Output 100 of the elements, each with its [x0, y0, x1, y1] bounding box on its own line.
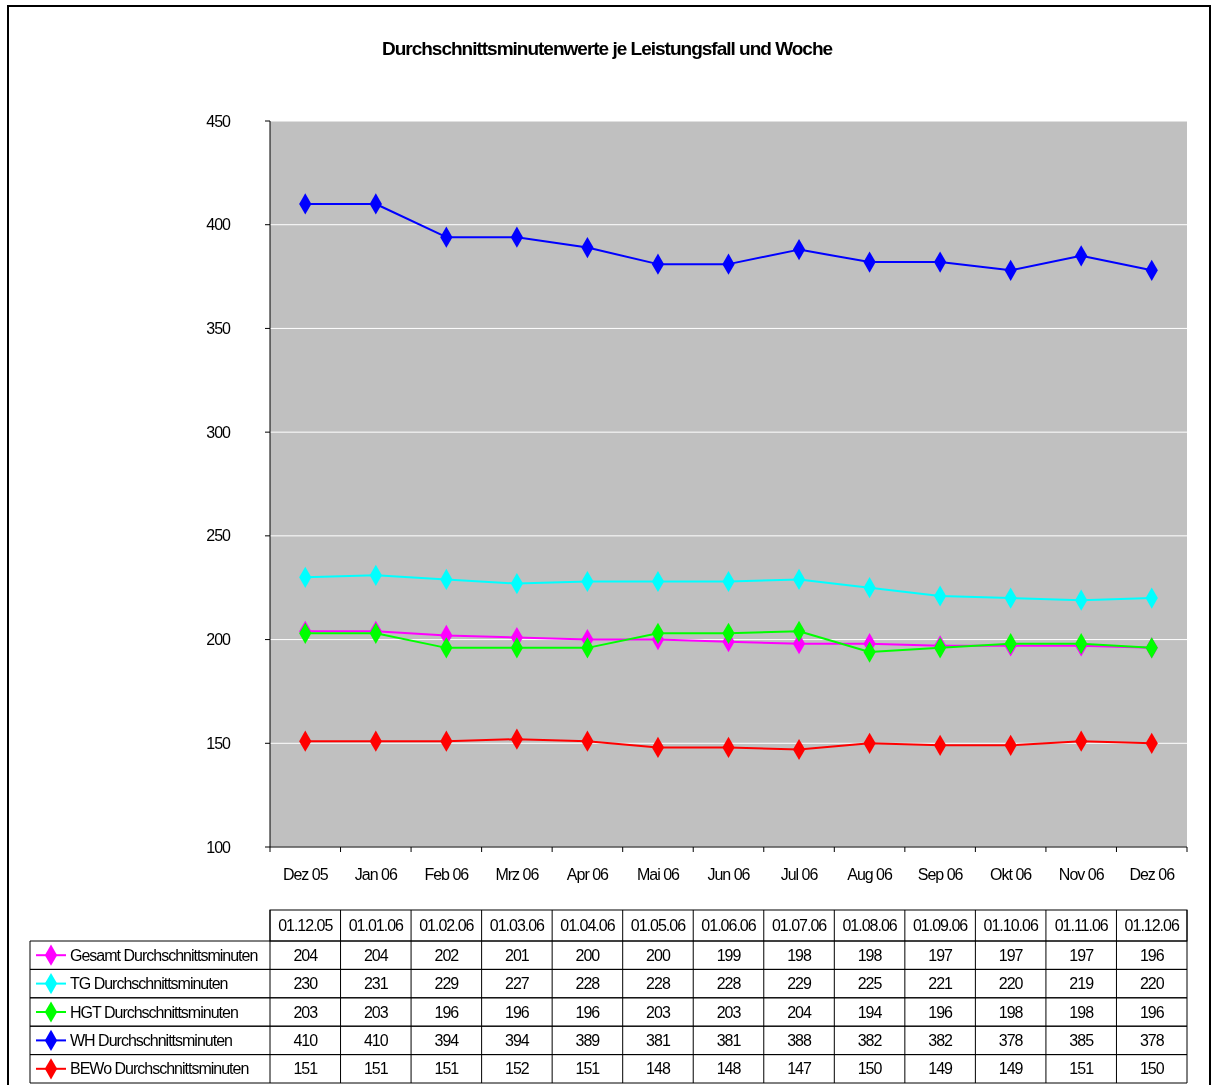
- x-tick-label: Mai 06: [636, 866, 681, 883]
- text: 01.01.06: [348, 917, 405, 935]
- data-label: 203: [716, 1003, 742, 1021]
- data-label: 202: [434, 946, 460, 964]
- text: 01.08.06: [842, 917, 898, 935]
- x-tick-label: Feb 06: [424, 866, 470, 883]
- text: 01.05.06: [630, 917, 687, 935]
- data-label: 150: [1139, 1060, 1165, 1078]
- x-tick-label: Jun 06: [707, 866, 751, 883]
- y-tick-label: 300: [206, 423, 232, 441]
- x-tick-label: Apr 06: [566, 866, 610, 883]
- text: 01.06.06: [701, 917, 757, 935]
- data-label: 385: [1069, 1032, 1095, 1049]
- text: 01.12.06: [1124, 917, 1180, 935]
- data-label: 196: [434, 1003, 460, 1021]
- data-label: 389: [575, 1032, 601, 1049]
- y-tick-label: 100: [206, 838, 232, 856]
- data-label: 200: [575, 946, 601, 964]
- data-label: 229: [434, 975, 460, 993]
- data-label: 151: [293, 1060, 319, 1078]
- data-label: 203: [646, 1003, 671, 1021]
- data-label: 201: [505, 946, 530, 964]
- y-tick-label: 400: [206, 216, 232, 234]
- x-tick-label: Jan 06: [354, 866, 398, 883]
- data-label: 151: [575, 1060, 601, 1078]
- x-tick-label: Nov 06: [1058, 866, 1105, 883]
- data-label: 204: [293, 946, 319, 964]
- data-label: 220: [998, 975, 1024, 993]
- data-label: 196: [575, 1003, 601, 1021]
- data-label: 410: [293, 1032, 319, 1049]
- data-label: 378: [998, 1032, 1024, 1049]
- x-tick-label: Sep 06: [917, 866, 964, 883]
- legend-label: WH Durchschnittsminuten: [70, 1032, 233, 1049]
- data-label: 194: [857, 1003, 883, 1021]
- data-label: 225: [857, 975, 883, 993]
- y-tick-label: 150: [206, 734, 232, 752]
- text: 01.03.06: [489, 917, 546, 935]
- text: 01.12.05: [278, 917, 334, 935]
- x-tick-label: Dez 06: [1129, 866, 1176, 883]
- data-label: 219: [1069, 975, 1095, 993]
- data-label: 378: [1139, 1032, 1165, 1049]
- data-label: 196: [505, 1003, 530, 1021]
- y-tick-label: 350: [206, 320, 232, 338]
- text: 01.02.06: [419, 917, 475, 935]
- data-label: 382: [928, 1032, 954, 1049]
- data-label: 410: [363, 1032, 389, 1049]
- text: 01.09.06: [912, 917, 969, 935]
- data-label: 204: [363, 946, 389, 964]
- data-label: 198: [857, 946, 883, 964]
- text: 01.11.06: [1054, 917, 1109, 935]
- data-label: 198: [1069, 1003, 1095, 1021]
- data-label: 221: [928, 975, 954, 993]
- data-label: 198: [998, 1003, 1024, 1021]
- data-label: 196: [1139, 946, 1165, 964]
- data-label: 151: [363, 1060, 389, 1078]
- data-label: 381: [716, 1032, 742, 1049]
- data-label: 198: [787, 946, 812, 964]
- legend-label: HGT Durchschnittsminuten: [70, 1003, 238, 1021]
- data-label: 151: [1069, 1060, 1095, 1078]
- legend-label: Gesamt Durchschnittsminuten: [70, 946, 258, 964]
- data-label: 147: [787, 1060, 812, 1078]
- data-label: 204: [787, 1003, 812, 1021]
- data-label: 220: [1139, 975, 1165, 993]
- x-tick-label: Okt 06: [990, 866, 1033, 883]
- y-tick-label: 250: [206, 527, 232, 545]
- legend-label: TG Durchschnittsminuten: [70, 975, 228, 993]
- data-label: 199: [716, 946, 742, 964]
- data-label: 148: [716, 1060, 742, 1078]
- data-label: 196: [928, 1003, 954, 1021]
- data-label: 203: [363, 1003, 389, 1021]
- data-label: 394: [434, 1032, 460, 1049]
- x-tick-label: Jul 06: [780, 866, 819, 883]
- data-label: 381: [646, 1032, 671, 1049]
- data-label: 229: [787, 975, 812, 993]
- data-label: 149: [928, 1060, 954, 1078]
- text: 01.07.06: [771, 917, 828, 935]
- data-label: 196: [1139, 1003, 1165, 1021]
- y-tick-label: 450: [206, 112, 232, 130]
- data-label: 227: [505, 975, 530, 993]
- data-label: 149: [998, 1060, 1024, 1078]
- chart-title: Durchschnittsminutenwerte je Leistungsfall und Woche: [381, 38, 833, 59]
- data-label: 151: [434, 1060, 460, 1078]
- data-label: 197: [998, 946, 1024, 964]
- text: 01.10.06: [983, 917, 1039, 935]
- data-label: 382: [857, 1032, 883, 1049]
- data-label: 152: [505, 1060, 530, 1078]
- text: 01.04.06: [560, 917, 616, 935]
- x-tick-label: Dez 05: [282, 866, 329, 883]
- x-tick-label: Aug 06: [847, 866, 894, 883]
- data-label: 228: [646, 975, 671, 993]
- data-label: 394: [505, 1032, 530, 1049]
- data-label: 203: [293, 1003, 319, 1021]
- data-label: 230: [293, 975, 319, 993]
- data-label: 200: [646, 946, 671, 964]
- legend-label: BEWo Durchschnittsminuten: [70, 1060, 249, 1078]
- data-label: 197: [1069, 946, 1095, 964]
- data-label: 228: [575, 975, 601, 993]
- data-label: 228: [716, 975, 742, 993]
- x-tick-label: Mrz 06: [495, 866, 540, 883]
- y-tick-label: 200: [206, 631, 232, 649]
